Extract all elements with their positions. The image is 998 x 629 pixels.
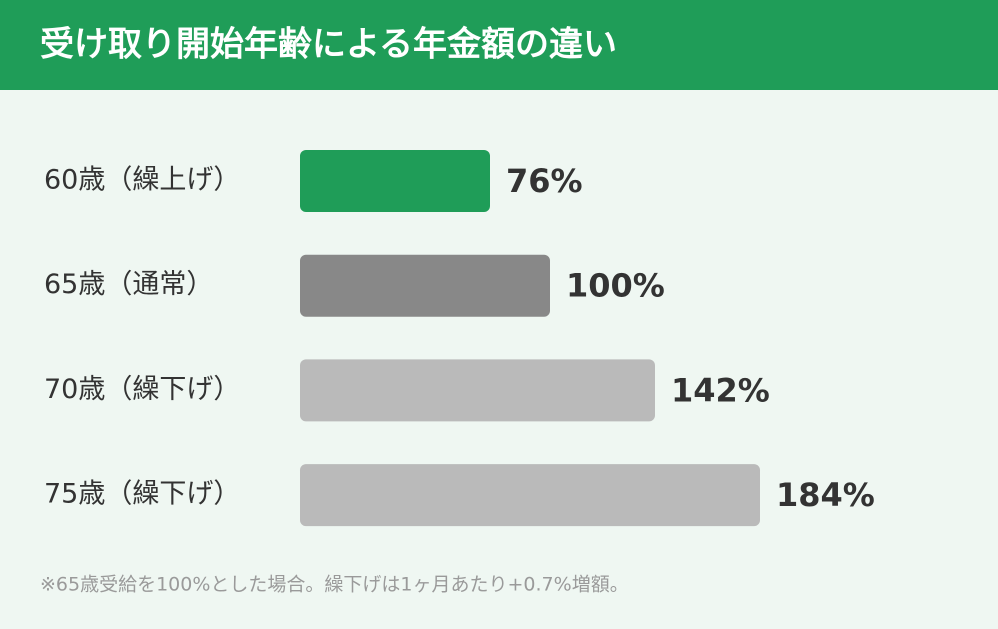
bar [300, 359, 655, 422]
header-band [0, 0, 998, 90]
bar [300, 150, 490, 212]
category-label: 60歳（繰上げ） [44, 165, 240, 196]
category-label: 65歳（通常） [44, 269, 213, 300]
value-label: 76% [506, 162, 583, 200]
bar [300, 254, 550, 317]
footnote: ※65歳受給を100%とした場合。繰下げは1ヶ月あたり+0.7%増額。 [40, 574, 629, 596]
chart-title: 受け取り開始年齢による年金額の違い [40, 25, 617, 65]
value-label: 184% [776, 476, 875, 514]
value-label: 142% [671, 371, 770, 409]
category-label: 70歳（繰下げ） [44, 374, 240, 405]
value-label: 100% [566, 267, 665, 305]
bar [300, 464, 760, 527]
category-label: 75歳（繰下げ） [44, 479, 240, 510]
